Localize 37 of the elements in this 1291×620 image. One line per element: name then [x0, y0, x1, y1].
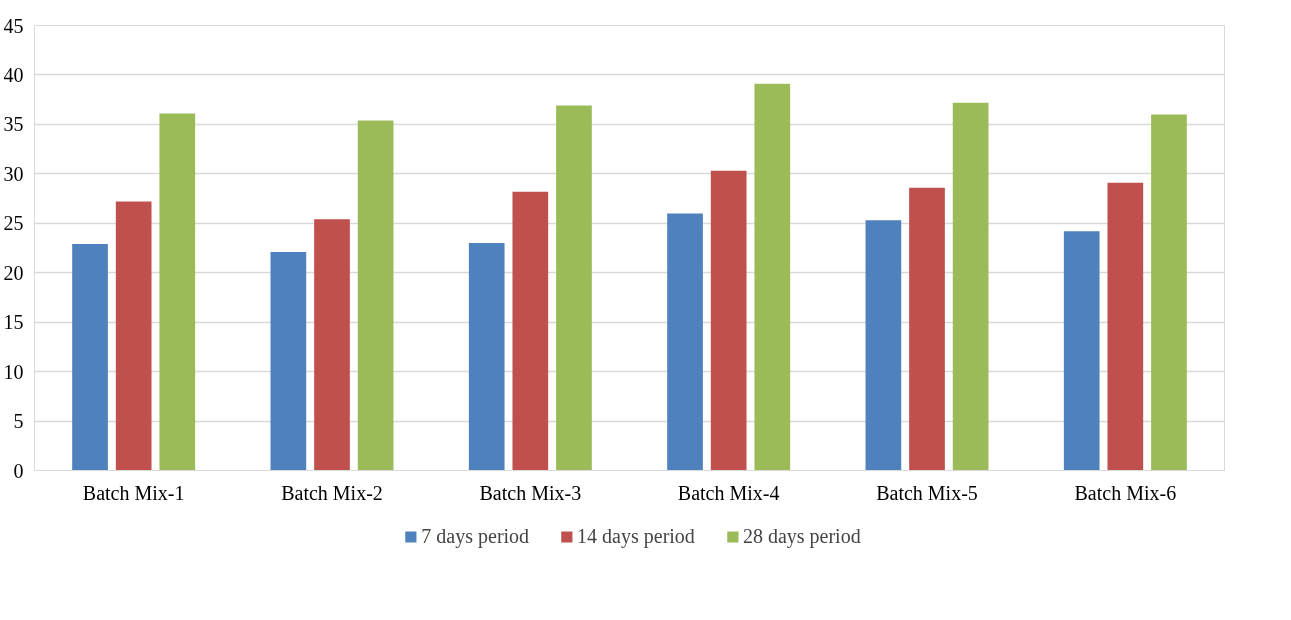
y-tick-label: 0	[13, 459, 24, 482]
y-tick-label: 25	[3, 212, 24, 235]
bar	[468, 243, 505, 471]
bar	[72, 244, 108, 471]
bar	[710, 170, 747, 471]
y-tick-label: 15	[3, 311, 24, 334]
x-tick-label: Batch Mix-5	[876, 481, 978, 504]
bar	[357, 120, 394, 471]
bar	[314, 219, 350, 471]
bar	[865, 220, 902, 471]
bar	[667, 213, 703, 471]
bar	[754, 83, 791, 471]
bar	[159, 113, 196, 471]
bar	[1151, 114, 1187, 471]
y-tick-label: 20	[3, 261, 24, 284]
y-tick-label: 40	[3, 63, 24, 86]
x-tick-label: Batch Mix-1	[82, 481, 185, 504]
bar	[909, 187, 945, 471]
y-tick-label: 45	[3, 14, 24, 37]
bar	[270, 251, 307, 471]
legend-label: 7 days period	[421, 524, 530, 548]
x-tick-label: Batch Mix-3	[479, 481, 582, 504]
x-tick-label: Batch Mix-2	[281, 481, 383, 504]
legend-label: 14 days period	[577, 524, 695, 548]
bar	[1063, 231, 1100, 471]
legend-label: 28 days period	[742, 524, 861, 548]
bar	[952, 102, 989, 471]
y-tick-label: 5	[13, 410, 24, 433]
x-tick-label: Batch Mix-6	[1074, 481, 1177, 504]
y-tick-label: 30	[3, 162, 24, 185]
bar	[556, 105, 592, 471]
y-tick-label: 35	[3, 113, 24, 136]
x-tick-label: Batch Mix-4	[677, 481, 780, 504]
bar	[512, 191, 549, 471]
y-tick-label: 10	[3, 360, 24, 383]
bar	[1107, 182, 1144, 471]
bar	[115, 201, 152, 471]
